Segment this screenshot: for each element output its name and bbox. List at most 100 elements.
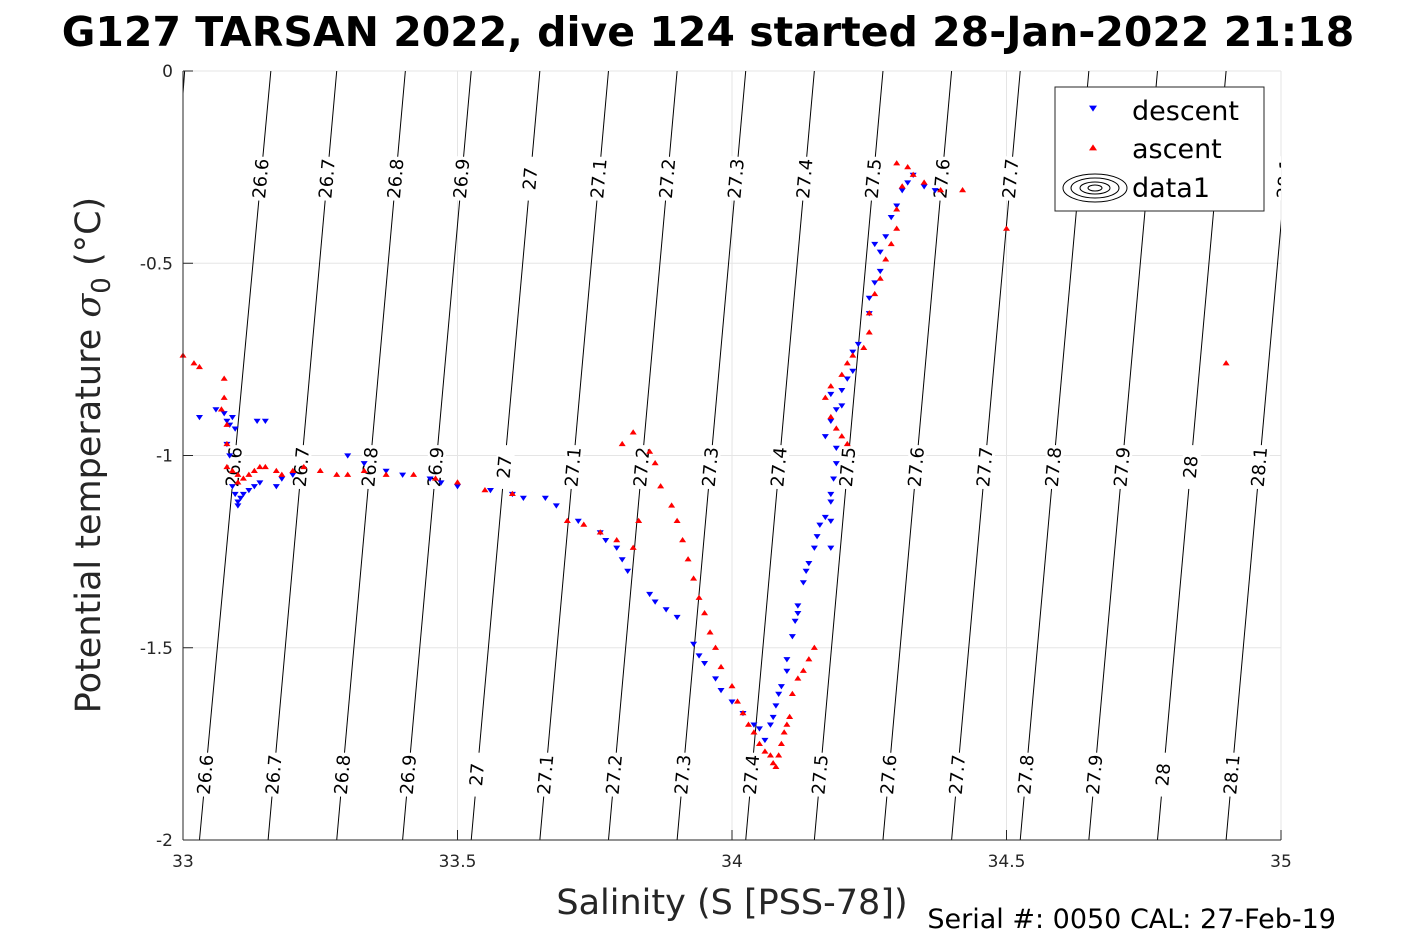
ascent-point [843,360,851,366]
isopycnal-label-bg [1042,444,1065,490]
legend-marker-descent [1089,105,1097,112]
ascent-point [596,529,604,535]
series-ascent [179,160,1230,770]
ascent-point [865,310,873,316]
isopycnal-label-group: 28.1 [1248,444,1272,490]
descent-point [289,472,297,478]
descent-point [838,403,846,409]
isopycnal-label: 27.7 [973,446,997,488]
isopycnal-label-bg [672,751,694,798]
isopycnal-label: 27.9 [1110,446,1134,488]
ascent-point [228,467,236,473]
descent-point [602,537,610,544]
isopycnal-label: 26.6 [249,158,274,200]
ascent-point [701,609,709,616]
isopycnal-label-bg [905,444,928,490]
descent-point [239,491,247,498]
ascent-point [728,683,736,689]
descent-point [382,468,390,475]
isopycnal-label: 27.2 [603,754,627,796]
ascent-point [360,467,368,473]
isopycnal-label-group: 27 [466,751,489,798]
descent-point [695,653,703,659]
legend-contour-ring [1070,177,1120,199]
descent-point [454,484,461,490]
isopycnal-label-group: 27.7 [999,155,1023,202]
isopycnal-label-bg [519,155,542,202]
ascent-point [289,467,297,473]
descent-point [876,249,884,255]
descent-point [904,180,912,186]
ascent-point [775,752,783,758]
isopycnal-label: 26.8 [358,446,382,488]
descent-point [237,495,245,501]
ascent-point [712,644,720,650]
ascent-point [333,471,341,477]
ascent-point [882,256,890,262]
descent-point [690,641,698,648]
ascent-point [508,490,516,497]
isopycnal-label-bg [1221,751,1243,798]
isopycnal-label: 27.1 [587,158,611,200]
isopycnal-label-bg [562,444,585,490]
ascent-point [234,471,242,477]
ascent-point [766,752,774,758]
isopycnal-label: 27.7 [946,754,970,796]
ascent-point [278,471,286,477]
serial-cal-footer: Serial #: 0050 CAL: 27-Feb-19 [927,904,1336,935]
y-tick-label: -2 [156,831,173,851]
isopycnal-label-group: 27.8 [1042,444,1066,490]
ascent-point [256,463,264,470]
density-contour-labels: 26.6 26.7 26.8 26.9 27 27.1 27.2 27.3 27.4 27.5 27… [194,155,1281,798]
y-axis-label-unit: (°C) [69,197,109,277]
legend-marker-ascent [1089,144,1097,151]
ascent-point [629,429,637,435]
isopycnal-label: 27.8 [1014,754,1038,796]
isopycnal-label: 27.6 [877,754,901,796]
isopycnal-label-group: 26.6 [249,155,274,202]
ascent-point [783,721,791,727]
descent-point [843,376,851,382]
isopycnal-label-bg [263,751,285,798]
descent-point [931,188,939,194]
ascent-point [695,594,703,600]
isopycnal-label-group: 27.3 [699,444,723,490]
descent-point [769,714,777,721]
isopycnal-label: 27.4 [740,754,764,796]
x-tick-label: 35 [1270,852,1292,872]
isopycnal-label-group: 27.4 [740,751,764,798]
descent-point [755,726,763,732]
descent-point [220,411,228,417]
isopycnal-label-group: 26.9 [450,155,474,202]
descent-point [646,591,654,598]
ascent-point [300,463,308,470]
ascent-point [190,360,198,366]
isopycnal-label-group: 27.3 [671,751,696,798]
ascent-point [821,394,829,400]
descent-point [876,268,884,275]
legend-contour-ring [1079,181,1111,195]
isopycnal-label: 27.7 [999,158,1023,200]
descent-point [673,614,681,621]
legend-label-descent: descent [1132,96,1239,127]
ascent-point [827,383,835,389]
ascent-point [959,187,967,193]
y-axis-label-main: Potential temperature [69,318,109,714]
ascent-point [769,759,777,766]
ascent-point [777,740,785,746]
isopycnal-label-group: 27.5 [808,751,833,798]
legend-contour-ring [1062,173,1128,203]
descent-point [898,188,906,194]
ascent-point [220,394,228,400]
isopycnal-label-bg [699,444,722,490]
chart-title: G127 TARSAN 2022, dive 124 started 28-Ja… [62,8,1354,56]
isopycnal-label: 28.1 [1248,446,1272,488]
isopycnal-label: 27 [466,762,489,787]
legend-label-ascent: ascent [1132,134,1222,165]
x-tick-label: 33.5 [439,852,477,872]
isopycnal-label-group: 27.1 [587,155,612,202]
isopycnal-label-bg [534,751,557,798]
descent-point [750,722,758,728]
descent-point [712,676,720,682]
